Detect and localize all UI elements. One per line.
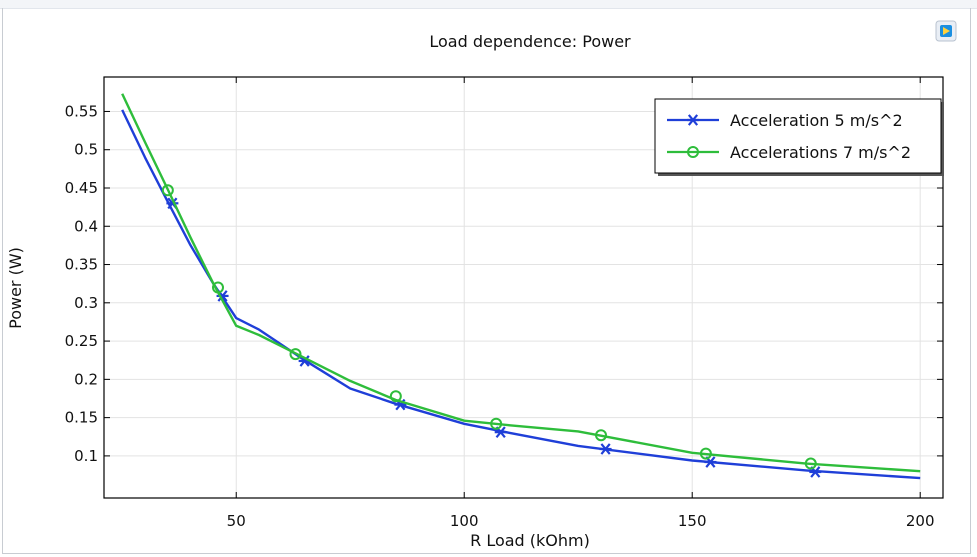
y-tick-label: 0.2 [74,370,98,388]
legend-asterisk-marker [687,114,699,126]
x-tick-label: 200 [906,512,935,530]
y-tick-label: 0.3 [74,294,98,312]
data-point-series-2 [389,390,402,403]
x-tick-label: 150 [678,512,707,530]
legend-box [654,98,942,174]
app-logo-icon [935,20,957,42]
legend-marker-series-1 [687,114,699,126]
data-point-series-2 [289,348,302,361]
y-tick-label: 0.15 [65,409,98,427]
legend: Acceleration 5 m/s^2 Accelerations 7 m/s… [654,98,944,176]
data-point-series-2 [804,457,817,470]
y-tick-label: 0.35 [65,256,98,274]
legend-marker-series-2 [687,146,699,158]
y-tick-label: 0.55 [65,102,98,120]
series-layer [121,93,921,480]
x-axis: 50 100 150 200 [227,77,935,530]
data-point-series-2 [161,184,174,197]
data-point-series-2 [595,429,608,442]
data-point-series-2 [699,447,712,460]
legend-label-series-2: Accelerations 7 m/s^2 [730,143,911,162]
y-tick-label: 0.1 [74,447,98,465]
y-axis: 0.1 0.15 0.2 0.25 0.3 0.35 0.4 0.45 0.5 0.55 [65,102,943,465]
data-point-series-1 [599,443,612,455]
plot-area [103,76,944,499]
plot-window-frame [2,8,971,554]
data-point-series-2 [490,417,503,430]
toolbar-strip [0,0,977,9]
x-axis-label: R Load (kOhm) [470,531,590,550]
x-tick-label: 50 [227,512,246,530]
grid-lines [104,77,943,498]
y-tick-label: 0.25 [65,332,98,350]
series-line-2 [121,93,921,473]
legend-label-series-1: Acceleration 5 m/s^2 [730,111,903,130]
chart-title: Load dependence: Power [429,32,631,51]
x-tick-label: 100 [450,512,479,530]
y-tick-label: 0.4 [74,217,98,235]
y-axis-label: Power (W) [6,247,25,329]
legend-circle-marker [687,146,699,158]
y-tick-label: 0.5 [74,141,98,159]
data-point-series-2 [211,281,224,294]
y-tick-label: 0.45 [65,179,98,197]
